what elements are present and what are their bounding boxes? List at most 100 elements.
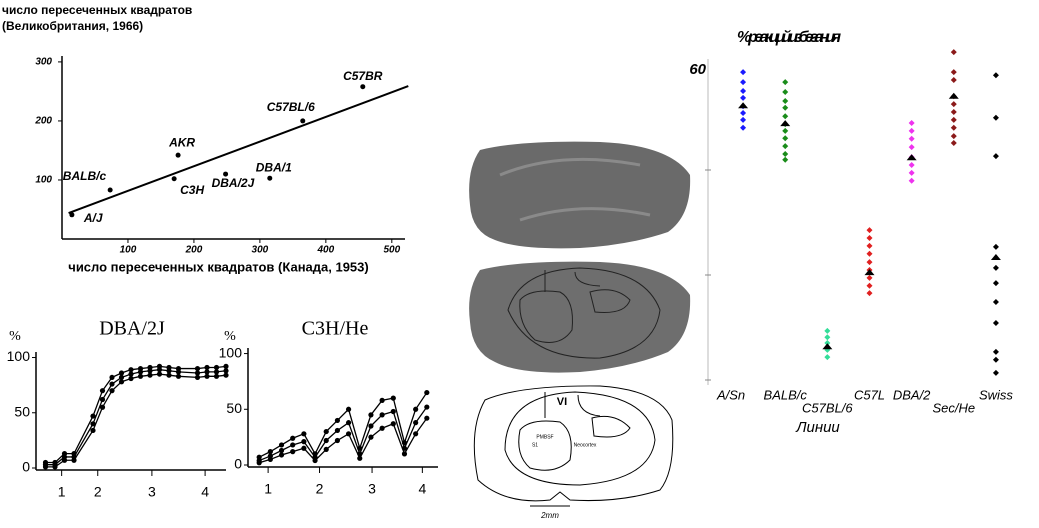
atlas-label: PMBSF — [536, 434, 553, 440]
point — [194, 370, 201, 376]
dot — [782, 104, 789, 111]
chart-title: C3H/He — [302, 318, 369, 340]
x-axis-label: Линии — [795, 419, 840, 436]
point — [368, 423, 374, 429]
y-tick-label: 200 — [34, 116, 52, 127]
point — [147, 368, 153, 374]
atlas-label: VI — [557, 396, 567, 408]
dot — [908, 127, 915, 134]
point — [99, 388, 106, 394]
point-label: C57BL/6 — [267, 100, 315, 114]
dot — [950, 69, 957, 76]
point — [334, 417, 341, 424]
point — [390, 408, 396, 415]
x-tick-label: 2 — [94, 484, 102, 500]
x-tick-label: 4 — [201, 484, 209, 500]
x-tick-label: Sec/He — [932, 400, 975, 415]
point — [223, 363, 229, 369]
x-tick-label: 3 — [368, 481, 376, 497]
dot — [992, 72, 999, 79]
mean-marker — [990, 253, 1001, 260]
point — [147, 372, 153, 378]
dot — [782, 127, 789, 134]
dot — [740, 69, 747, 76]
point — [118, 374, 125, 381]
trend-line — [68, 85, 409, 214]
dot — [992, 264, 999, 271]
point — [267, 175, 273, 181]
point — [301, 439, 307, 445]
point — [213, 373, 220, 379]
dot — [740, 124, 747, 131]
point — [290, 449, 296, 455]
dot — [908, 135, 915, 142]
point — [71, 457, 77, 463]
point-label: AKR — [168, 135, 195, 149]
y-tick-label: 0 — [234, 456, 242, 472]
point — [300, 118, 306, 124]
x-tick-label: 2 — [316, 481, 324, 497]
point — [175, 373, 182, 379]
point — [42, 464, 49, 470]
dot — [782, 143, 789, 150]
dot — [740, 94, 747, 101]
dot — [992, 369, 999, 376]
point — [379, 412, 385, 418]
y-tick-label: 50 — [226, 400, 242, 416]
dot — [866, 235, 873, 241]
point — [368, 434, 374, 440]
dot — [740, 116, 747, 123]
point — [323, 428, 329, 435]
point — [69, 212, 75, 218]
dot — [824, 340, 831, 346]
point-label: C3H — [180, 183, 204, 197]
x-tick-label: DBA/2 — [893, 387, 931, 402]
y-tick-label: 100 — [35, 175, 52, 186]
point — [175, 152, 181, 158]
dot — [950, 101, 957, 108]
point — [278, 442, 285, 448]
point — [99, 404, 106, 410]
dot — [782, 97, 789, 104]
point — [166, 368, 172, 374]
dot — [782, 135, 789, 142]
y-tick-label: 100 — [219, 344, 243, 360]
chart-title: число пересеченных квадратов (Великобрит… — [2, 3, 193, 33]
point — [334, 437, 341, 444]
point — [90, 421, 96, 427]
dot — [908, 120, 915, 127]
point — [166, 372, 172, 378]
dot — [992, 320, 999, 327]
x-tick-label: BALB/c — [764, 387, 808, 402]
x-axis-label: число пересеченных квадратов (Канада, 19… — [68, 259, 368, 274]
dot — [908, 144, 915, 151]
point — [171, 176, 177, 182]
point — [137, 369, 144, 375]
point — [213, 369, 220, 375]
dot — [740, 110, 747, 117]
dot — [950, 124, 957, 131]
point — [323, 446, 329, 452]
point — [175, 369, 182, 375]
point — [401, 451, 408, 457]
point — [156, 367, 163, 373]
dot — [992, 299, 999, 306]
point — [345, 406, 352, 412]
dot — [992, 243, 999, 250]
point — [379, 397, 385, 403]
point — [390, 395, 396, 401]
dot — [866, 259, 873, 266]
dot — [866, 282, 873, 289]
dot — [740, 88, 747, 94]
point — [345, 420, 352, 426]
point — [278, 447, 285, 454]
point — [379, 425, 385, 431]
point — [413, 406, 419, 412]
point — [267, 456, 273, 463]
point — [204, 373, 210, 379]
point — [223, 368, 229, 374]
point-label: BALB/c — [63, 169, 107, 183]
point — [301, 445, 307, 451]
point — [323, 437, 329, 444]
brain-atlas — [473, 385, 674, 507]
